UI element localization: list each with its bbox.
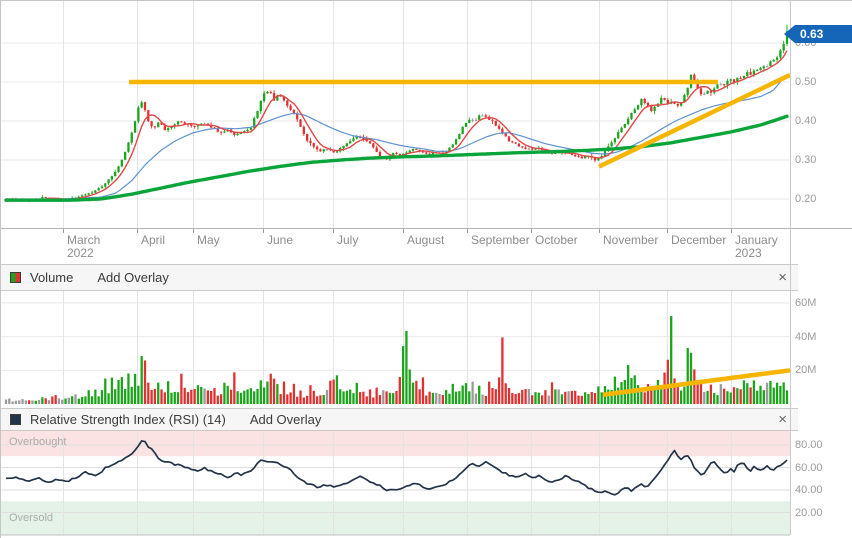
y-axis-border [790,1,791,535]
x-axis-tick [531,229,532,233]
x-axis-tick [333,229,334,233]
x-axis-tick [263,229,264,233]
x-axis-month-label: May [197,233,220,247]
y-axis-tick-label: 0.50 [795,76,817,88]
x-axis-month-label: September [471,233,530,247]
x-axis-tick [193,229,194,233]
y-axis-tick-label: 20M [795,364,817,377]
last-price-badge: 0.63 [784,25,852,43]
y-axis-tick-label: 0.20 [795,193,817,205]
y-axis-tick-label: 0.40 [795,115,817,127]
x-axis-month-label: June [267,233,294,247]
x-axis-tick [63,229,64,233]
x-axis-month-label: November [603,233,659,247]
rsi-panel-title: Relative Strength Index (RSI) (14) [30,412,226,427]
x-axis-tick [731,229,732,233]
volume-panel-header: Volume Add Overlay × [1,264,798,291]
rsi-panel-header: Relative Strength Index (RSI) (14) Add O… [1,408,798,431]
x-axis: March 2022 April May June July August Septembe… [1,228,852,264]
x-axis-month-label: October [535,233,578,247]
oversold-zone-label: Oversold [9,512,54,524]
rsi-indicator-icon [10,414,21,425]
volume-add-overlay-link[interactable]: Add Overlay [97,270,169,285]
x-axis-month-label: January 2023 [735,233,778,260]
rsi-panel-close-button[interactable]: × [778,411,787,428]
x-axis-tick [403,229,404,233]
overbought-zone-label: Overbought [9,436,67,448]
x-axis-month-label: December [671,233,727,247]
x-axis-tick [137,229,138,233]
y-axis-tick-label: 20.00 [795,506,823,519]
y-axis-tick-label: 80.00 [795,439,823,451]
y-axis-tick-label: 60M [795,296,817,309]
y-axis-tick-label: 60.00 [795,461,823,474]
y-axis-tick-label: 40M [795,330,817,343]
x-axis-tick [467,229,468,233]
y-axis-tick-label: 0.30 [795,154,817,166]
volume-panel-title: Volume [30,270,74,285]
x-axis-month-label: April [141,233,166,247]
x-axis-month-label: March 2022 [67,233,101,260]
price-chart-canvas [1,1,790,228]
y-axis-tick-label: 40.00 [795,484,823,496]
x-axis-tick [599,229,600,233]
rsi-add-overlay-link[interactable]: Add Overlay [249,412,322,427]
x-axis-month-label: August [407,233,445,247]
volume-chart-canvas [1,291,790,404]
volume-indicator-icon [10,272,21,283]
x-axis-tick [667,229,668,233]
x-axis-month-label: July [337,233,359,247]
rsi-chart-canvas [1,431,790,536]
volume-panel-close-button[interactable]: × [778,269,787,286]
